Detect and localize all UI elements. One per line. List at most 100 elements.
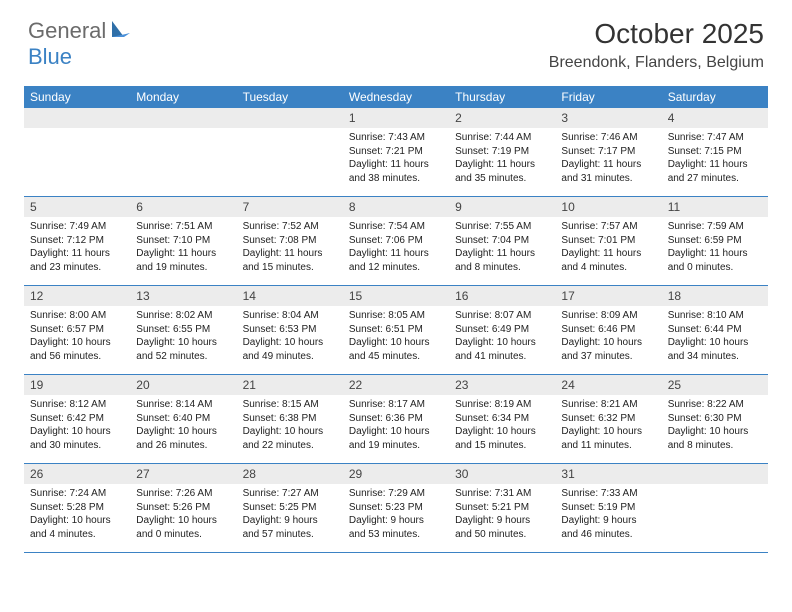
sunset-line: Sunset: 6:34 PM — [455, 412, 549, 426]
day-number: 11 — [662, 197, 768, 217]
day-number: 12 — [24, 286, 130, 306]
logo-text-blue: Blue — [28, 44, 72, 69]
sunrise-line: Sunrise: 7:54 AM — [349, 220, 443, 234]
daylight-line-2: and 0 minutes. — [136, 528, 230, 542]
daylight-line-2: and 45 minutes. — [349, 350, 443, 364]
sunrise-line: Sunrise: 7:59 AM — [668, 220, 762, 234]
week-row: 12 Sunrise: 8:00 AMSunset: 6:57 PM Dayligh… — [24, 286, 768, 375]
daylight-line-1: Daylight: 10 hours — [455, 336, 549, 350]
day-cell: 16Sunrise: 8:07 AMSunset: 6:49 PMDayligh… — [449, 286, 555, 374]
daylight-line-1: Daylight: 11 hours — [668, 158, 762, 172]
sunset-line: Sunset: 7:01 PM — [561, 234, 655, 248]
day-number: 19 — [24, 375, 130, 395]
sunrise-line: Sunrise: 8:14 AM — [136, 398, 230, 412]
day-number: 28 — [237, 464, 343, 484]
day-header: Tuesday — [237, 86, 343, 108]
sunset-line: Sunset: 6:57 PM — [30, 323, 124, 337]
day-number: 20 — [130, 375, 236, 395]
daylight-line-1: Daylight: 10 hours — [30, 425, 124, 439]
day-body: Sunrise: 7:57 AMSunset: 7:01 PMDaylight:… — [555, 217, 661, 280]
day-number: 26 — [24, 464, 130, 484]
daylight-line-2: and 34 minutes. — [668, 350, 762, 364]
sunset-line: Sunset: 6:30 PM — [668, 412, 762, 426]
day-cell: 31Sunrise: 7:33 AMSunset: 5:19 PMDayligh… — [555, 464, 661, 552]
day-number: 25 — [662, 375, 768, 395]
day-cell: 6Sunrise: 7:51 AMSunset: 7:10 PMDaylight… — [130, 197, 236, 285]
day-header-row: SundayMondayTuesdayWednesdayThursdayFrid… — [24, 86, 768, 108]
sunrise-line: Sunrise: 8:00 AM — [30, 309, 124, 323]
daylight-line-2: and 53 minutes. — [349, 528, 443, 542]
daylight-line-2: and 35 minutes. — [455, 172, 549, 186]
sunset-line: Sunset: 5:25 PM — [243, 501, 337, 515]
logo-sail-icon — [110, 19, 132, 44]
day-number: 6 — [130, 197, 236, 217]
sunset-line: Sunset: 7:15 PM — [668, 145, 762, 159]
day-body: Sunrise: 7:31 AMSunset: 5:21 PMDaylight:… — [449, 484, 555, 547]
day-cell: 19Sunrise: 8:12 AMSunset: 6:42 PMDayligh… — [24, 375, 130, 463]
day-cell: 8Sunrise: 7:54 AMSunset: 7:06 PMDaylight… — [343, 197, 449, 285]
sunrise-line: Sunrise: 7:27 AM — [243, 487, 337, 501]
day-number: 27 — [130, 464, 236, 484]
day-number: 9 — [449, 197, 555, 217]
daylight-line-1: Daylight: 10 hours — [136, 425, 230, 439]
sunset-line: Sunset: 5:21 PM — [455, 501, 549, 515]
daylight-line-2: and 8 minutes. — [668, 439, 762, 453]
day-number: 18 — [662, 286, 768, 306]
header: General October 2025 Breendonk, Flanders… — [0, 0, 792, 80]
sunrise-line: Sunrise: 7:57 AM — [561, 220, 655, 234]
empty-day-number — [237, 108, 343, 128]
week-row: 26Sunrise: 7:24 AMSunset: 5:28 PMDayligh… — [24, 464, 768, 553]
day-body: Sunrise: 8:12 AMSunset: 6:42 PMDaylight:… — [24, 395, 130, 458]
sunset-line: Sunset: 7:06 PM — [349, 234, 443, 248]
sunset-line: Sunset: 7:12 PM — [30, 234, 124, 248]
day-number: 7 — [237, 197, 343, 217]
day-header: Saturday — [662, 86, 768, 108]
sunset-line: Sunset: 6:40 PM — [136, 412, 230, 426]
daylight-line-2: and 41 minutes. — [455, 350, 549, 364]
daylight-line-2: and 30 minutes. — [30, 439, 124, 453]
day-body: Sunrise: 8:21 AMSunset: 6:32 PMDaylight:… — [555, 395, 661, 458]
day-cell: 20 Sunrise: 8:14 AMSunset: 6:40 PMDayligh… — [130, 375, 236, 463]
day-number: 14 — [237, 286, 343, 306]
day-cell: 29Sunrise: 7:29 AMSunset: 5:23 PMDayligh… — [343, 464, 449, 552]
daylight-line-2: and 57 minutes. — [243, 528, 337, 542]
daylight-line-1: Daylight: 11 hours — [668, 247, 762, 261]
sunset-line: Sunset: 6:59 PM — [668, 234, 762, 248]
week-row: 19Sunrise: 8:12 AMSunset: 6:42 PMDayligh… — [24, 375, 768, 464]
empty-day-number — [662, 464, 768, 484]
day-cell: 21Sunrise: 8:15 AMSunset: 6:38 PMDayligh… — [237, 375, 343, 463]
sunset-line: Sunset: 6:46 PM — [561, 323, 655, 337]
daylight-line-1: Daylight: 11 hours — [349, 247, 443, 261]
day-body: Sunrise: 7:29 AMSunset: 5:23 PMDaylight:… — [343, 484, 449, 547]
sunset-line: Sunset: 6:38 PM — [243, 412, 337, 426]
sunset-line: Sunset: 5:23 PM — [349, 501, 443, 515]
day-cell: 15Sunrise: 8:05 AMSunset: 6:51 PMDayligh… — [343, 286, 449, 374]
day-body: Sunrise: 7:33 AMSunset: 5:19 PMDaylight:… — [555, 484, 661, 547]
day-cell: 2Sunrise: 7:44 AMSunset: 7:19 PMDaylight… — [449, 108, 555, 196]
day-number: 22 — [343, 375, 449, 395]
daylight-line-2: and 56 minutes. — [30, 350, 124, 364]
day-body: Sunrise: 7:51 AMSunset: 7:10 PMDaylight:… — [130, 217, 236, 280]
sunset-line: Sunset: 6:53 PM — [243, 323, 337, 337]
day-number: 1 — [343, 108, 449, 128]
sunset-line: Sunset: 5:19 PM — [561, 501, 655, 515]
daylight-line-2: and 4 minutes. — [561, 261, 655, 275]
day-body: Sunrise: 8:04 AMSunset: 6:53 PMDaylight:… — [237, 306, 343, 369]
daylight-line-2: and 50 minutes. — [455, 528, 549, 542]
empty-day-number — [24, 108, 130, 128]
day-cell: 13Sunrise: 8:02 AMSunset: 6:55 PMDayligh… — [130, 286, 236, 374]
daylight-line-1: Daylight: 10 hours — [243, 425, 337, 439]
day-cell — [237, 108, 343, 196]
day-body: Sunrise: 7:43 AMSunset: 7:21 PMDaylight:… — [343, 128, 449, 191]
sunrise-line: Sunrise: 8:05 AM — [349, 309, 443, 323]
day-cell: 11 Sunrise: 7:59 AMSunset: 6:59 PMDayligh… — [662, 197, 768, 285]
day-cell: 7Sunrise: 7:52 AMSunset: 7:08 PMDaylight… — [237, 197, 343, 285]
sunset-line: Sunset: 6:49 PM — [455, 323, 549, 337]
sunrise-line: Sunrise: 8:21 AM — [561, 398, 655, 412]
sunset-line: Sunset: 5:26 PM — [136, 501, 230, 515]
sunset-line: Sunset: 6:36 PM — [349, 412, 443, 426]
daylight-line-2: and 12 minutes. — [349, 261, 443, 275]
week-row: 1Sunrise: 7:43 AMSunset: 7:21 PMDaylight… — [24, 108, 768, 197]
daylight-line-1: Daylight: 9 hours — [561, 514, 655, 528]
day-cell: 30Sunrise: 7:31 AMSunset: 5:21 PMDayligh… — [449, 464, 555, 552]
